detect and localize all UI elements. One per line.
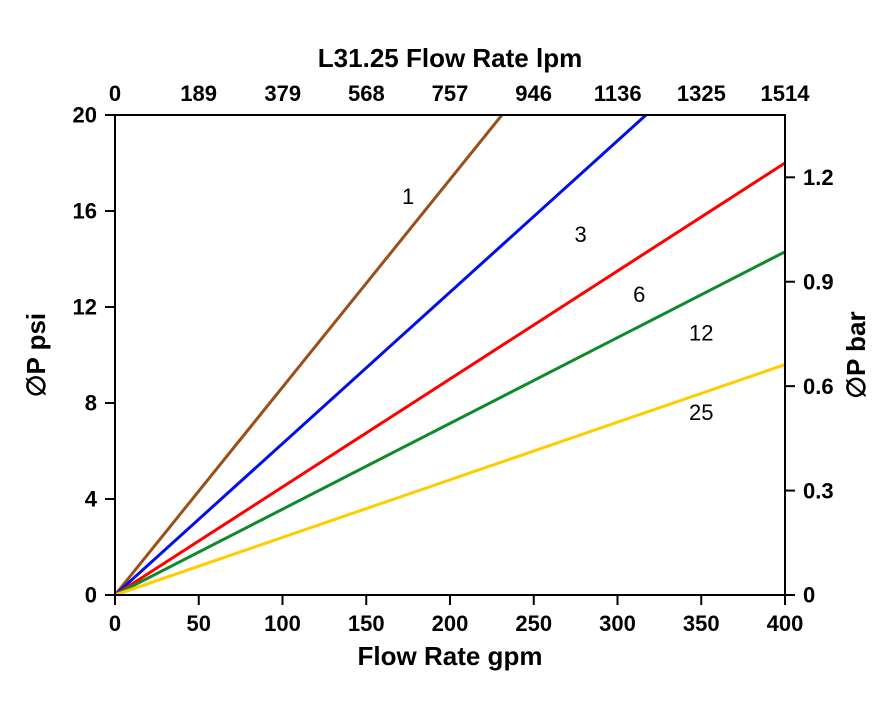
chart-svg: 1361225050100150200250300350400Flow Rate…	[0, 0, 886, 702]
tick-label-left: 12	[73, 295, 97, 320]
tick-label-bottom: 50	[187, 611, 211, 636]
tick-label-left: 8	[85, 391, 97, 416]
series-label-12: 12	[689, 321, 713, 346]
tick-label-top: 0	[109, 81, 121, 106]
plot-border	[115, 115, 785, 595]
tick-label-bottom: 200	[432, 611, 469, 636]
series-line-1	[115, 115, 502, 595]
tick-label-right: 0	[803, 583, 815, 608]
tick-label-bottom: 400	[767, 611, 804, 636]
tick-label-right: 1.2	[803, 165, 834, 190]
tick-label-top: 946	[515, 81, 552, 106]
series-line-3	[115, 115, 646, 595]
series-label-1: 1	[402, 184, 414, 209]
series-label-6: 6	[633, 282, 645, 307]
tick-label-left: 20	[73, 103, 97, 128]
tick-label-bottom: 150	[348, 611, 385, 636]
tick-label-top: 1325	[677, 81, 726, 106]
tick-label-top: 189	[180, 81, 217, 106]
tick-label-bottom: 350	[683, 611, 720, 636]
x-top-title: L31.25 Flow Rate lpm	[318, 43, 582, 73]
tick-label-top: 757	[432, 81, 469, 106]
tick-label-left: 0	[85, 583, 97, 608]
tick-label-bottom: 300	[599, 611, 636, 636]
series-label-25: 25	[689, 400, 713, 425]
series-line-25	[115, 365, 785, 595]
tick-label-top: 379	[264, 81, 301, 106]
y-left-title: ∅P psi	[21, 313, 51, 397]
x-bottom-title: Flow Rate gpm	[358, 641, 543, 671]
tick-label-left: 16	[73, 199, 97, 224]
tick-label-top: 1514	[761, 81, 811, 106]
tick-label-bottom: 250	[515, 611, 552, 636]
y-right-title: ∅P bar	[841, 311, 871, 398]
series-line-12	[115, 252, 785, 595]
tick-label-bottom: 0	[109, 611, 121, 636]
tick-label-bottom: 100	[264, 611, 301, 636]
series-line-6	[115, 163, 785, 595]
tick-label-top: 1136	[594, 81, 642, 106]
series-label-3: 3	[575, 222, 587, 247]
tick-label-left: 4	[85, 487, 98, 512]
tick-label-right: 0.6	[803, 374, 834, 399]
flow-rate-chart: 1361225050100150200250300350400Flow Rate…	[0, 0, 886, 702]
tick-label-right: 0.9	[803, 269, 834, 294]
tick-label-top: 568	[348, 81, 385, 106]
tick-label-right: 0.3	[803, 478, 834, 503]
